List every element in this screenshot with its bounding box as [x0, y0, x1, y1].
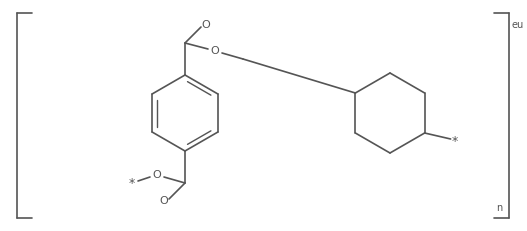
Text: *: *: [452, 134, 458, 148]
Text: n: n: [496, 203, 502, 213]
Text: O: O: [202, 20, 210, 30]
Text: eu: eu: [511, 20, 523, 30]
Text: O: O: [211, 46, 219, 56]
Text: *: *: [129, 176, 135, 189]
Text: O: O: [160, 196, 168, 206]
Text: O: O: [153, 170, 161, 180]
